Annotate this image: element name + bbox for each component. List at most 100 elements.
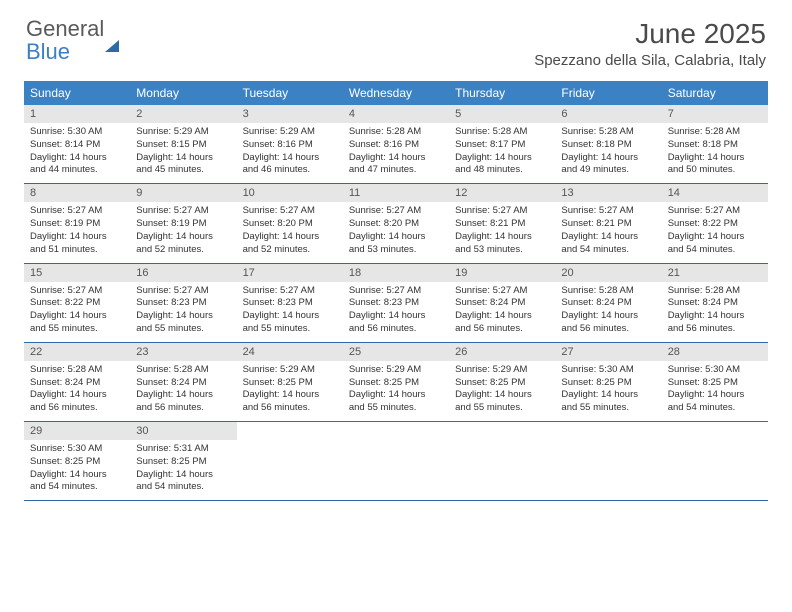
day-cell: 3Sunrise: 5:29 AMSunset: 8:16 PMDaylight… (237, 105, 343, 183)
day-number: 15 (24, 264, 130, 282)
day-content: Sunrise: 5:28 AMSunset: 8:24 PMDaylight:… (130, 361, 236, 421)
sunset-line: Sunset: 8:19 PM (30, 218, 124, 231)
day-number: 24 (237, 343, 343, 361)
sunrise-line: Sunrise: 5:27 AM (136, 205, 230, 218)
sunrise-line: Sunrise: 5:27 AM (561, 205, 655, 218)
sunrise-line: Sunrise: 5:29 AM (243, 364, 337, 377)
sunset-line: Sunset: 8:16 PM (243, 139, 337, 152)
sunset-line: Sunset: 8:23 PM (243, 297, 337, 310)
daylight-line: Daylight: 14 hours and 56 minutes. (349, 310, 443, 336)
day-content: Sunrise: 5:27 AMSunset: 8:24 PMDaylight:… (449, 282, 555, 342)
sunrise-line: Sunrise: 5:27 AM (136, 285, 230, 298)
daylight-line: Daylight: 14 hours and 55 minutes. (30, 310, 124, 336)
day-content: Sunrise: 5:30 AMSunset: 8:14 PMDaylight:… (24, 123, 130, 183)
empty-cell (237, 422, 343, 500)
day-cell: 16Sunrise: 5:27 AMSunset: 8:23 PMDayligh… (130, 264, 236, 342)
sunset-line: Sunset: 8:25 PM (349, 377, 443, 390)
sunset-line: Sunset: 8:20 PM (243, 218, 337, 231)
day-cell: 24 Sunrise: 5:29 AMSunset: 8:25 PMDayligh… (237, 343, 343, 421)
daylight-line: Daylight: 14 hours and 56 minutes. (136, 389, 230, 415)
day-header-sun: Sunday (24, 81, 130, 105)
daylight-line: Daylight: 14 hours and 56 minutes. (455, 310, 549, 336)
sunset-line: Sunset: 8:17 PM (455, 139, 549, 152)
day-content: Sunrise: 5:27 AMSunset: 8:23 PMDaylight:… (130, 282, 236, 342)
day-content: Sunrise: 5:27 AMSunset: 8:23 PMDaylight:… (343, 282, 449, 342)
day-cell: 21Sunrise: 5:28 AMSunset: 8:24 PMDayligh… (662, 264, 768, 342)
day-number: 2 (130, 105, 236, 123)
sunrise-line: Sunrise: 5:30 AM (668, 364, 762, 377)
sunset-line: Sunset: 8:25 PM (30, 456, 124, 469)
daylight-line: Daylight: 14 hours and 55 minutes. (136, 310, 230, 336)
daylight-line: Daylight: 14 hours and 55 minutes. (455, 389, 549, 415)
sunrise-line: Sunrise: 5:30 AM (30, 443, 124, 456)
day-number: 9 (130, 184, 236, 202)
day-header-sat: Saturday (662, 81, 768, 105)
sunset-line: Sunset: 8:24 PM (136, 377, 230, 390)
daylight-line: Daylight: 14 hours and 54 minutes. (668, 389, 762, 415)
day-cell: 14Sunrise: 5:27 AMSunset: 8:22 PMDayligh… (662, 184, 768, 262)
week-row: 15Sunrise: 5:27 AMSunset: 8:22 PMDayligh… (24, 264, 768, 343)
sunset-line: Sunset: 8:16 PM (349, 139, 443, 152)
daylight-line: Daylight: 14 hours and 50 minutes. (668, 152, 762, 178)
sunset-line: Sunset: 8:23 PM (349, 297, 443, 310)
daylight-line: Daylight: 14 hours and 54 minutes. (561, 231, 655, 257)
logo-text-block: General Blue (26, 18, 119, 64)
day-number: 20 (555, 264, 661, 282)
daylight-line: Daylight: 14 hours and 52 minutes. (243, 231, 337, 257)
day-content: Sunrise: 5:29 AMSunset: 8:16 PMDaylight:… (237, 123, 343, 183)
sunset-line: Sunset: 8:21 PM (455, 218, 549, 231)
sunset-line: Sunset: 8:24 PM (668, 297, 762, 310)
daylight-line: Daylight: 14 hours and 51 minutes. (30, 231, 124, 257)
day-content: Sunrise: 5:30 AMSunset: 8:25 PMDaylight:… (24, 440, 130, 500)
sunrise-line: Sunrise: 5:31 AM (136, 443, 230, 456)
day-number: 13 (555, 184, 661, 202)
logo-general: General (26, 16, 104, 41)
day-content: Sunrise: 5:27 AMSunset: 8:19 PMDaylight:… (24, 202, 130, 262)
month-title: June 2025 (534, 18, 766, 50)
logo: General Blue (26, 18, 119, 64)
day-cell: 18Sunrise: 5:27 AMSunset: 8:23 PMDayligh… (343, 264, 449, 342)
day-cell: 12Sunrise: 5:27 AMSunset: 8:21 PMDayligh… (449, 184, 555, 262)
day-cell: 4Sunrise: 5:28 AMSunset: 8:16 PMDaylight… (343, 105, 449, 183)
daylight-line: Daylight: 14 hours and 55 minutes. (349, 389, 443, 415)
sunset-line: Sunset: 8:25 PM (243, 377, 337, 390)
empty-cell (555, 422, 661, 500)
day-number: 16 (130, 264, 236, 282)
daylight-line: Daylight: 14 hours and 48 minutes. (455, 152, 549, 178)
daylight-line: Daylight: 14 hours and 56 minutes. (30, 389, 124, 415)
sunrise-line: Sunrise: 5:28 AM (30, 364, 124, 377)
day-cell: 20Sunrise: 5:28 AMSunset: 8:24 PMDayligh… (555, 264, 661, 342)
day-content: Sunrise: 5:27 AMSunset: 8:22 PMDaylight:… (662, 202, 768, 262)
sunset-line: Sunset: 8:21 PM (561, 218, 655, 231)
day-cell: 30Sunrise: 5:31 AMSunset: 8:25 PMDayligh… (130, 422, 236, 500)
daylight-line: Daylight: 14 hours and 54 minutes. (668, 231, 762, 257)
sunrise-line: Sunrise: 5:27 AM (30, 205, 124, 218)
week-row: 1Sunrise: 5:30 AMSunset: 8:14 PMDaylight… (24, 105, 768, 184)
daylight-line: Daylight: 14 hours and 47 minutes. (349, 152, 443, 178)
day-cell: 8Sunrise: 5:27 AMSunset: 8:19 PMDaylight… (24, 184, 130, 262)
day-number: 22 (24, 343, 130, 361)
sunrise-line: Sunrise: 5:28 AM (349, 126, 443, 139)
sunrise-line: Sunrise: 5:27 AM (455, 285, 549, 298)
day-number: 18 (343, 264, 449, 282)
day-headers: Sunday Monday Tuesday Wednesday Thursday… (24, 81, 768, 105)
day-cell: 29Sunrise: 5:30 AMSunset: 8:25 PMDayligh… (24, 422, 130, 500)
sunrise-line: Sunrise: 5:27 AM (243, 285, 337, 298)
day-content: Sunrise: 5:31 AMSunset: 8:25 PMDaylight:… (130, 440, 236, 500)
day-number: 30 (130, 422, 236, 440)
day-number: 8 (24, 184, 130, 202)
weeks-container: 1Sunrise: 5:30 AMSunset: 8:14 PMDaylight… (24, 105, 768, 501)
sunset-line: Sunset: 8:14 PM (30, 139, 124, 152)
day-number: 21 (662, 264, 768, 282)
day-content: Sunrise: 5:27 AMSunset: 8:19 PMDaylight:… (130, 202, 236, 262)
day-cell: 5Sunrise: 5:28 AMSunset: 8:17 PMDaylight… (449, 105, 555, 183)
day-number: 6 (555, 105, 661, 123)
week-row: 22Sunrise: 5:28 AMSunset: 8:24 PMDayligh… (24, 343, 768, 422)
day-cell: 15Sunrise: 5:27 AMSunset: 8:22 PMDayligh… (24, 264, 130, 342)
day-content: Sunrise: 5:28 AMSunset: 8:18 PMDaylight:… (662, 123, 768, 183)
daylight-line: Daylight: 14 hours and 46 minutes. (243, 152, 337, 178)
day-content: Sunrise: 5:28 AMSunset: 8:24 PMDaylight:… (24, 361, 130, 421)
daylight-line: Daylight: 14 hours and 56 minutes. (243, 389, 337, 415)
sunrise-line: Sunrise: 5:30 AM (561, 364, 655, 377)
day-content: Sunrise: 5:30 AMSunset: 8:25 PMDaylight:… (662, 361, 768, 421)
